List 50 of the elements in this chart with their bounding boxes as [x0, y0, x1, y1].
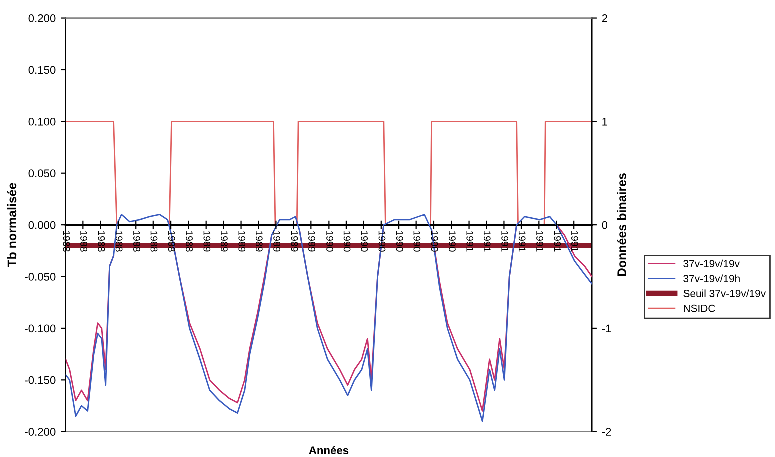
x-axis-title: Années	[309, 446, 349, 454]
legend-label: 37v-19v/19h	[684, 274, 740, 282]
y-tick-label: 0.100	[28, 118, 56, 126]
x-tick-label: 1991	[502, 231, 508, 252]
y-tick-label: 0.200	[28, 14, 56, 22]
x-tick-label: 1989	[256, 231, 263, 252]
x-tick-label: 1991	[466, 231, 474, 252]
y-tick-label: -0.100	[25, 324, 56, 333]
x-tick-label: 1991	[484, 231, 491, 252]
x-tick-label: 1990	[449, 231, 456, 252]
x-tick-label: 1990	[344, 231, 351, 252]
x-tick-label: 1989	[204, 231, 211, 252]
x-tick-label: 1989	[221, 231, 228, 252]
x-tick-label: 1989	[238, 231, 246, 252]
x-tick-label: 1991	[518, 231, 526, 252]
x-tick-label: 1990	[326, 231, 334, 252]
legend-label: 37v-19v/19v	[684, 260, 740, 268]
x-tick-label: 1988	[168, 231, 176, 252]
x-tick-label: 1990	[414, 231, 421, 252]
y-tick-label: 0.150	[28, 66, 56, 74]
y-axis-title: Tb normalisée	[7, 183, 17, 268]
x-tick-label: 1989	[274, 231, 280, 252]
y2-tick-label: -1	[602, 324, 612, 332]
x-tick-label: 1991	[571, 231, 578, 252]
y2-axis-title: Données binaires	[617, 173, 626, 276]
x-tick-label: 1988	[80, 231, 88, 252]
y-tick-label: -0.150	[25, 376, 56, 384]
x-tick-label: 1990	[431, 231, 438, 252]
x-tick-label: 1991	[554, 231, 562, 252]
y-tick-label: 0.050	[28, 170, 56, 178]
x-tick-label: 1989	[291, 231, 298, 252]
x-tick-label: 1991	[536, 231, 544, 252]
y-tick-label: -0.050	[25, 273, 56, 281]
y2-tick-label: -2	[602, 428, 612, 436]
x-tick-label: 1988	[98, 231, 106, 252]
y2-tick-label: 0	[602, 221, 608, 230]
legend-label: Seuil 37v-19v/19v	[684, 290, 766, 298]
x-tick-label: 1990	[378, 231, 386, 252]
x-tick-label: 1988	[150, 231, 158, 252]
x-tick-label: 1988	[134, 231, 140, 252]
y-tick-label: 0.000	[28, 221, 56, 230]
x-tick-label: 1990	[361, 231, 368, 252]
legend-label: NSIDC	[684, 304, 716, 312]
x-tick-label: 1988	[186, 231, 193, 252]
x-tick-label: 1989	[308, 231, 316, 252]
x-tick-label: 1988	[116, 231, 123, 252]
x-tick-label: 1990	[396, 231, 404, 252]
y2-tick-label: 1	[602, 118, 608, 126]
y2-tick-label: 2	[602, 14, 608, 22]
y-tick-label: -0.200	[25, 428, 56, 436]
